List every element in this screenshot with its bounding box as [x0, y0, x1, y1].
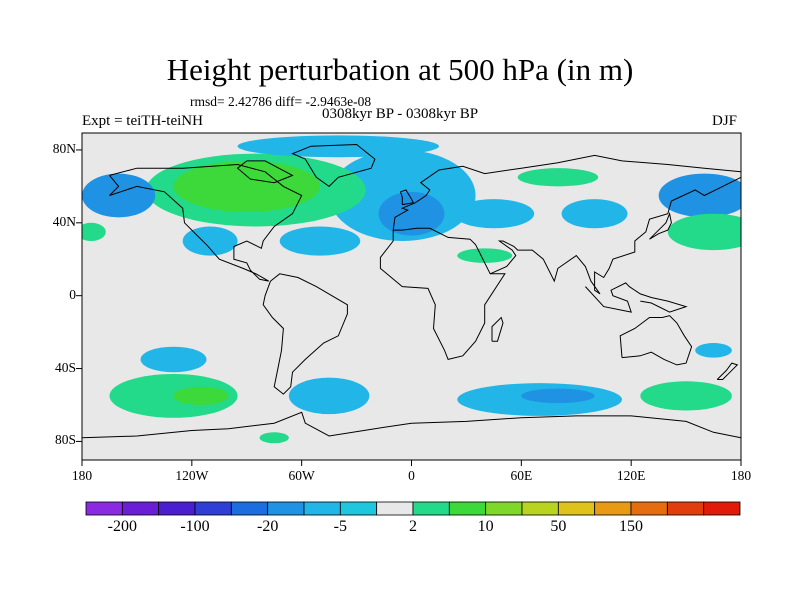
anomaly-atlantic-negative — [279, 226, 361, 256]
lon-label: 180 — [71, 468, 93, 483]
anomaly-s-indian-negative-core — [521, 388, 595, 404]
lon-label: 0 — [408, 468, 415, 483]
experiment-label: Expt = teiTH-teiNH — [82, 113, 203, 129]
rmsd-stats: rmsd= 2.42786 diff= -2.9463e-08 — [190, 94, 372, 109]
anomaly-mideast-positive — [457, 248, 513, 263]
colorbar-swatch — [666, 501, 705, 516]
anomaly-e-australia-negative — [695, 343, 732, 358]
plot-title: Height perturbation at 500 hPa (in m) — [166, 52, 634, 87]
colorbar-swatch — [630, 501, 668, 516]
lon-label: 120E — [616, 468, 646, 483]
anomaly-n-atlantic-negative-core — [378, 191, 445, 236]
colorbar-swatch — [594, 501, 632, 516]
new-zealand-coastline — [716, 362, 739, 380]
colorbar — [85, 501, 741, 516]
anomaly-s-pacific-positive — [109, 374, 238, 418]
colorbar-swatch — [230, 501, 269, 516]
colorbar-swatch — [267, 501, 305, 516]
colorbar-swatch — [703, 501, 741, 516]
colorbar-swatch — [521, 501, 559, 516]
lat-label: 40S — [54, 359, 76, 375]
colorbar-label: -100 — [180, 518, 210, 535]
anomaly-east-asia-negative — [561, 199, 628, 229]
lon-label: 60W — [288, 468, 315, 483]
axis-ticks — [76, 149, 742, 466]
coastline-layer — [82, 143, 741, 439]
anomaly-asia-negative — [453, 199, 535, 229]
colorbar-label: 2 — [409, 518, 417, 535]
anomaly-w-pacific-positive — [667, 213, 741, 251]
eurasia-africa-coastline — [379, 227, 506, 360]
north-america-coastline — [109, 163, 303, 282]
colorbar-label: 10 — [477, 518, 494, 535]
lat-label: 80N — [52, 140, 76, 156]
colorbar-swatch — [339, 501, 378, 516]
south-america-coastline — [262, 273, 348, 395]
lon-label: 120W — [175, 468, 209, 483]
eurasia-north-coastline — [392, 154, 741, 231]
colorbar-label: -5 — [333, 518, 347, 535]
anomaly-s-pacific-negative — [140, 346, 207, 373]
anomaly-n-pacific-negative — [82, 173, 156, 218]
colorbar-swatch — [158, 501, 196, 516]
colorbar-swatch — [303, 501, 341, 516]
britain-coastline — [399, 189, 415, 206]
colorbar-swatch — [412, 501, 450, 516]
colorbar-label: 50 — [550, 518, 567, 535]
lat-label: 80S — [54, 432, 76, 448]
japan-coastline — [649, 211, 672, 240]
season-label: DJF — [712, 113, 738, 129]
lon-label: 180 — [730, 468, 752, 483]
anomaly-s-pacific-positive-core — [173, 386, 229, 405]
lat-label: 0 — [69, 286, 76, 302]
anomaly-arctic-negative — [237, 135, 439, 158]
lat-label: 40N — [52, 213, 76, 229]
antarctica-coastline — [82, 411, 741, 439]
anomaly-n-pacific-east-negative — [658, 173, 741, 218]
anomaly-n-america-positive-core — [173, 160, 320, 212]
indonesia-coastline — [585, 282, 688, 313]
anomaly-dateline-positive — [82, 222, 106, 242]
lon-label: 60E — [510, 468, 533, 483]
period-label: 0308kyr BP - 0308kyr BP — [322, 106, 479, 122]
colorbar-swatch — [194, 501, 232, 516]
colorbar-label: 150 — [619, 518, 643, 535]
colorbar-swatch — [448, 501, 487, 516]
colorbar-swatch — [485, 501, 523, 516]
colorbar-swatch — [121, 501, 160, 516]
greenland-coastline — [291, 143, 376, 188]
australia-coastline — [619, 315, 693, 366]
baffin-coastline — [236, 160, 294, 184]
madagascar-coastline — [491, 316, 504, 342]
anomaly-caribbean-negative — [182, 226, 238, 256]
colorbar-swatch — [376, 501, 414, 516]
colorbar-swatch — [557, 501, 596, 516]
anomaly-siberia-positive — [517, 168, 599, 187]
colorbar-label: -20 — [256, 518, 279, 535]
anomaly-tasman-positive — [640, 381, 732, 411]
colorbar-label: -200 — [107, 518, 137, 535]
colorbar-swatch — [85, 501, 123, 516]
anomaly-layer — [82, 135, 741, 444]
anomaly-antarctic-positive — [259, 432, 289, 444]
asia-east-coastline — [489, 176, 741, 295]
anomaly-drake-negative — [288, 377, 370, 415]
